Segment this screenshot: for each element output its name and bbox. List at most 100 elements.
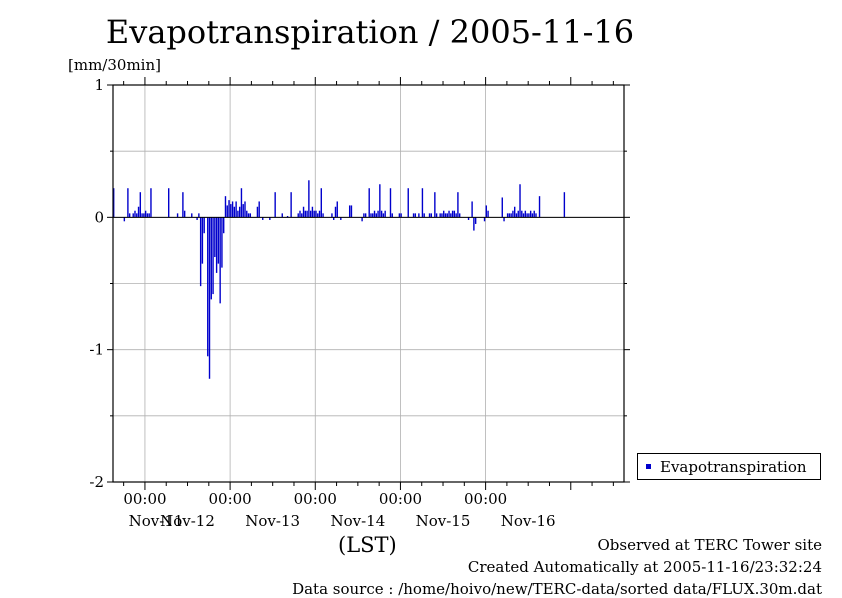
bar	[183, 210, 186, 218]
y-tick-label: 1	[94, 76, 104, 94]
x-tick-label-time: 00:00	[379, 490, 422, 508]
bar	[139, 192, 142, 218]
bar	[208, 217, 211, 379]
bar	[501, 197, 503, 218]
bar	[136, 213, 138, 218]
bar	[400, 213, 402, 218]
bar	[113, 188, 115, 218]
x-day-label: Nov-13	[245, 512, 300, 530]
bar	[299, 210, 301, 218]
bar	[515, 213, 518, 218]
x-tick-label-time: 00:00	[294, 490, 337, 508]
bar	[380, 210, 383, 218]
bar	[210, 217, 212, 300]
bar	[269, 217, 271, 220]
bar	[428, 213, 431, 218]
bar	[249, 213, 252, 218]
chart-title: Evapotranspiration / 2005-11-16	[105, 13, 635, 51]
bar	[207, 217, 209, 357]
bar	[215, 217, 218, 273]
bar	[348, 205, 351, 218]
bar	[231, 201, 234, 218]
bar	[526, 213, 528, 218]
bar	[286, 216, 289, 218]
bar	[455, 213, 457, 218]
bar	[247, 213, 250, 218]
bar	[453, 210, 456, 218]
bar	[256, 206, 259, 218]
bar	[320, 188, 322, 218]
bar	[176, 213, 179, 218]
bar	[318, 210, 321, 218]
bar	[412, 213, 415, 218]
bar	[219, 217, 221, 304]
footer-source: Data source : /home/hoivo/new/TERC-data/…	[292, 580, 822, 598]
footer-site: Observed at TERC Tower site	[597, 536, 822, 554]
x-day-label: Nov-15	[416, 512, 471, 530]
bar	[302, 206, 305, 218]
bar	[137, 206, 140, 218]
legend-swatch	[646, 464, 651, 469]
bar	[334, 206, 337, 218]
bar	[182, 192, 184, 218]
bar	[262, 217, 264, 220]
bar	[508, 213, 511, 218]
bar	[311, 206, 314, 218]
bar	[373, 210, 376, 218]
bar	[228, 200, 230, 218]
bar	[233, 206, 236, 218]
bar	[372, 213, 374, 218]
axes: 10-1-200:00 00:00 00:00 00:00 00:00Nov-11Nov…	[89, 76, 630, 530]
bar	[423, 213, 425, 218]
bar	[421, 188, 424, 218]
bar	[398, 213, 401, 218]
x-tick-label-time: 00:00	[123, 490, 166, 508]
bar	[430, 213, 433, 218]
bar	[128, 213, 131, 218]
bar	[313, 210, 315, 218]
bar	[522, 213, 525, 218]
bar	[379, 184, 381, 218]
bar	[297, 213, 299, 218]
bar	[512, 210, 514, 218]
bar	[533, 210, 535, 218]
bar	[513, 206, 516, 218]
bar	[418, 213, 420, 218]
bar	[333, 217, 335, 220]
bar	[531, 213, 534, 218]
bar	[529, 210, 532, 218]
y-tick-label: -1	[89, 341, 104, 359]
bar	[446, 213, 448, 218]
bar	[317, 213, 319, 218]
bar	[304, 210, 307, 218]
bar	[451, 210, 454, 218]
bar	[473, 217, 475, 231]
bar	[230, 204, 232, 218]
bar	[448, 210, 450, 218]
bar	[535, 213, 537, 218]
bar	[203, 217, 205, 234]
bar	[132, 213, 134, 218]
bar	[441, 213, 443, 218]
x-tick-label-time: 00:00	[464, 490, 507, 508]
bar	[238, 206, 241, 218]
bar	[246, 210, 248, 218]
bar	[363, 213, 365, 218]
bar	[434, 192, 436, 218]
bar	[148, 213, 150, 218]
bar	[439, 213, 441, 218]
bar	[212, 217, 214, 295]
bar	[221, 217, 223, 268]
bar	[389, 188, 392, 218]
bar	[519, 184, 521, 218]
bar	[457, 192, 459, 218]
bar	[450, 213, 452, 218]
bar	[521, 210, 523, 218]
bar	[144, 210, 147, 218]
bar	[336, 201, 338, 218]
bar	[524, 210, 527, 218]
bar	[306, 210, 308, 218]
bar	[146, 213, 149, 218]
bar	[322, 213, 324, 218]
x-day-label: Nov-16	[501, 512, 556, 530]
